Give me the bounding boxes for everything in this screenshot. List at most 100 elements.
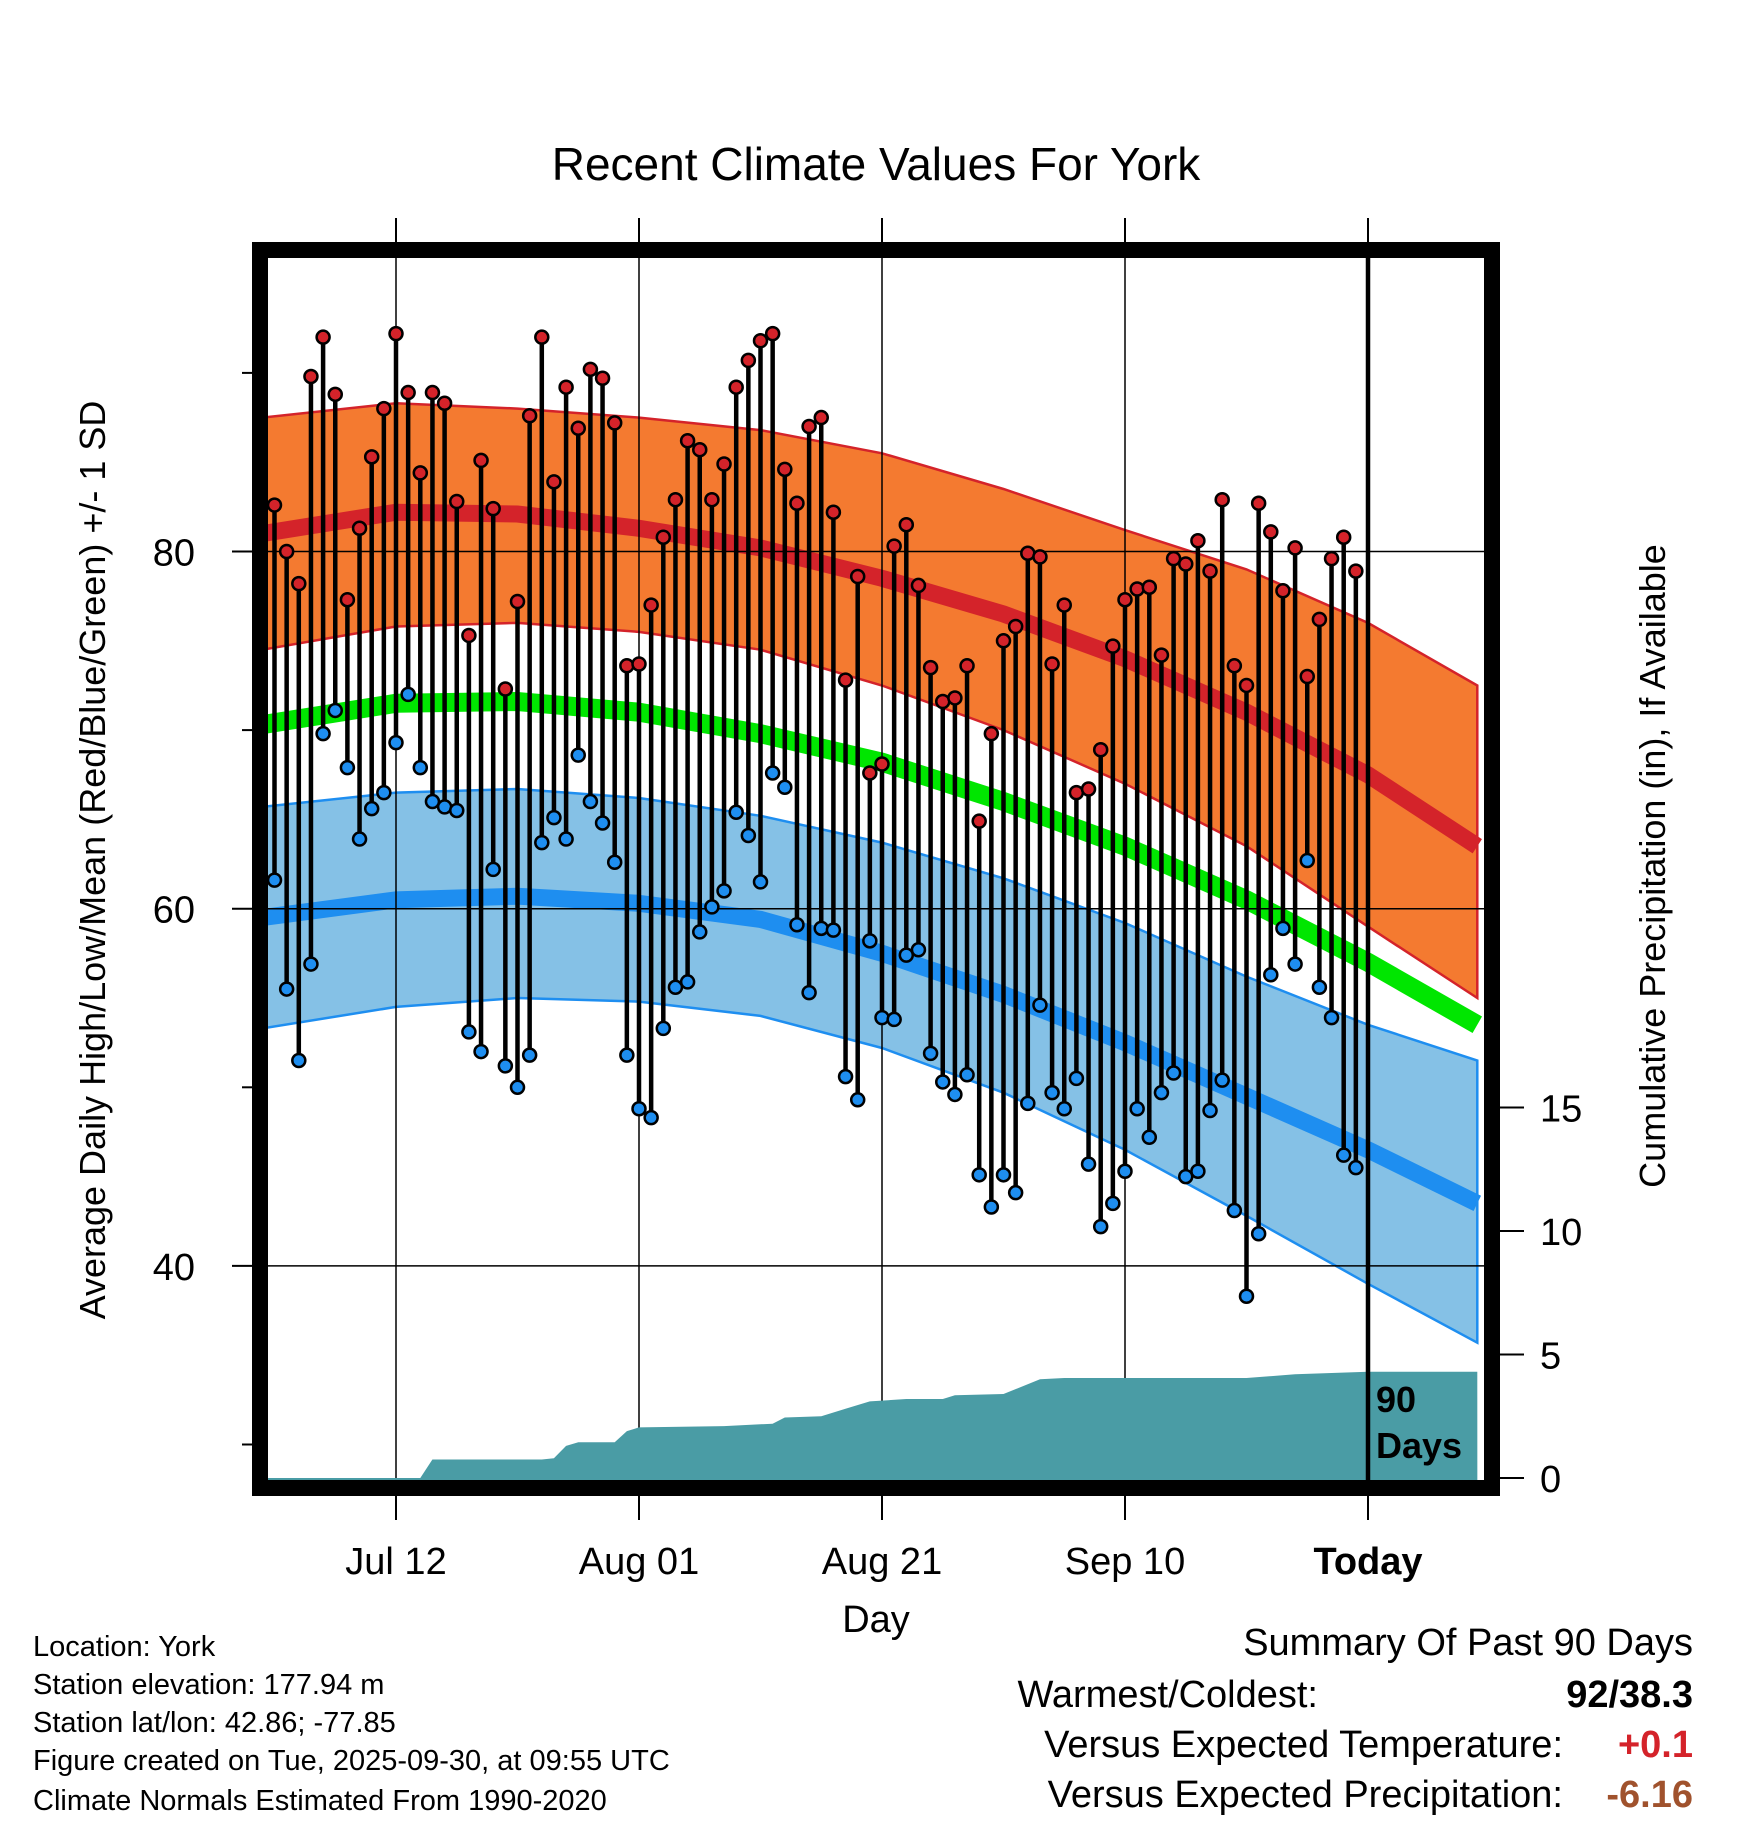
low-point bbox=[497, 1058, 514, 1074]
low-point bbox=[351, 831, 368, 847]
low-point bbox=[339, 759, 356, 776]
high-point bbox=[534, 329, 550, 345]
chart-title: Recent Climate Values For York bbox=[552, 138, 1202, 190]
y-axis-label: Average Daily High/Low/Mean (Red/Blue/Gr… bbox=[72, 401, 113, 1320]
high-point bbox=[582, 361, 599, 378]
low-point bbox=[922, 1045, 939, 1062]
low-point bbox=[813, 920, 829, 937]
plot-frame bbox=[252, 242, 1500, 1496]
footer-created: Figure created on Tue, 2025-09-30, at 09… bbox=[33, 1745, 670, 1777]
today-annotation: 90 bbox=[1376, 1379, 1416, 1420]
high-point bbox=[728, 379, 744, 395]
y-tick-label: 80 bbox=[153, 533, 195, 575]
low-point bbox=[704, 899, 720, 915]
low-point bbox=[1275, 920, 1291, 937]
y2-axis-label: Cumulative Precipitation (in), If Availa… bbox=[1632, 544, 1673, 1188]
low-point bbox=[1044, 1084, 1060, 1101]
low-point bbox=[1323, 1009, 1340, 1026]
high-point bbox=[594, 370, 611, 387]
summary-precip-value: -6.16 bbox=[1606, 1774, 1693, 1816]
low-point bbox=[679, 974, 696, 990]
footer-normals-note: Climate Normals Estimated From 1990-2020 bbox=[33, 1785, 607, 1817]
high-point bbox=[777, 461, 793, 478]
low-point bbox=[1165, 1065, 1182, 1081]
high-point bbox=[898, 516, 915, 533]
low-point bbox=[959, 1067, 975, 1083]
low-point bbox=[947, 1086, 963, 1103]
low-point bbox=[303, 956, 319, 972]
high-point bbox=[461, 627, 477, 644]
high-point bbox=[886, 538, 902, 554]
observations: 90 Days bbox=[268, 258, 1462, 1480]
low-point bbox=[606, 854, 623, 871]
high-point bbox=[291, 575, 307, 592]
low-point bbox=[1092, 1218, 1109, 1235]
low-point bbox=[449, 802, 465, 819]
low-point bbox=[849, 1092, 866, 1108]
high-point bbox=[1105, 638, 1121, 654]
high-point bbox=[400, 384, 416, 401]
low-point bbox=[801, 984, 817, 1001]
precip-area bbox=[268, 1371, 1478, 1480]
low-point bbox=[278, 981, 295, 997]
y2-tick-label: 0 bbox=[1540, 1459, 1561, 1501]
high-point bbox=[922, 659, 939, 676]
low-point bbox=[315, 725, 331, 742]
low-point bbox=[1287, 956, 1303, 972]
summary-temp-value: +0.1 bbox=[1617, 1724, 1693, 1766]
high-point bbox=[1323, 550, 1340, 567]
low-point bbox=[667, 979, 684, 996]
low-point bbox=[655, 1020, 672, 1037]
high-point bbox=[631, 656, 647, 672]
low-point bbox=[935, 1074, 951, 1090]
low-point bbox=[1335, 1147, 1352, 1163]
low-point bbox=[1299, 852, 1315, 869]
high-point bbox=[837, 672, 854, 688]
high-point bbox=[315, 329, 331, 345]
low-point bbox=[1202, 1102, 1218, 1119]
axes: Jul 12 Aug 01 Aug 21 Sep 10 Today 40 60 80 0 5 10 1… bbox=[153, 218, 1582, 1583]
high-point bbox=[679, 433, 696, 449]
y2-tick-label: 5 bbox=[1540, 1336, 1561, 1378]
low-point bbox=[291, 1052, 307, 1069]
high-point bbox=[546, 474, 562, 490]
low-point bbox=[546, 809, 562, 826]
low-point bbox=[874, 1009, 890, 1026]
low-point bbox=[424, 793, 441, 810]
high-point bbox=[874, 756, 890, 772]
high-point bbox=[1153, 647, 1170, 663]
low-point bbox=[1032, 997, 1048, 1013]
low-point bbox=[1178, 1168, 1194, 1185]
low-point bbox=[1226, 1202, 1243, 1219]
today-annotation: Days bbox=[1376, 1425, 1462, 1466]
low-point bbox=[1080, 1156, 1097, 1172]
low-point bbox=[643, 1109, 659, 1126]
x-tick-label: Today bbox=[1313, 1541, 1422, 1583]
high-point bbox=[704, 491, 720, 508]
summary-warmest-label: Warmest/Coldest: bbox=[1017, 1674, 1318, 1716]
low-point bbox=[1348, 1159, 1364, 1176]
high-point bbox=[1226, 658, 1243, 674]
low-point bbox=[485, 861, 501, 878]
high-point bbox=[959, 658, 975, 674]
low-point bbox=[570, 747, 586, 763]
x-tick-label: Aug 21 bbox=[822, 1541, 942, 1583]
low-point bbox=[777, 779, 793, 796]
low-point bbox=[1153, 1084, 1170, 1101]
high-point bbox=[363, 449, 380, 465]
high-point bbox=[497, 681, 514, 697]
high-point bbox=[619, 658, 635, 674]
low-point bbox=[789, 917, 805, 933]
high-point bbox=[473, 452, 489, 469]
low-point bbox=[619, 1047, 635, 1063]
low-point bbox=[631, 1100, 647, 1117]
high-point bbox=[1348, 563, 1364, 579]
high-point bbox=[1299, 668, 1315, 685]
low-point bbox=[1105, 1195, 1121, 1212]
summary-temp-label: Versus Expected Temperature: bbox=[1044, 1724, 1563, 1766]
high-point bbox=[558, 379, 574, 395]
high-point bbox=[1178, 556, 1194, 572]
high-point bbox=[351, 520, 368, 537]
high-point bbox=[339, 591, 356, 608]
low-point bbox=[1214, 1072, 1230, 1088]
